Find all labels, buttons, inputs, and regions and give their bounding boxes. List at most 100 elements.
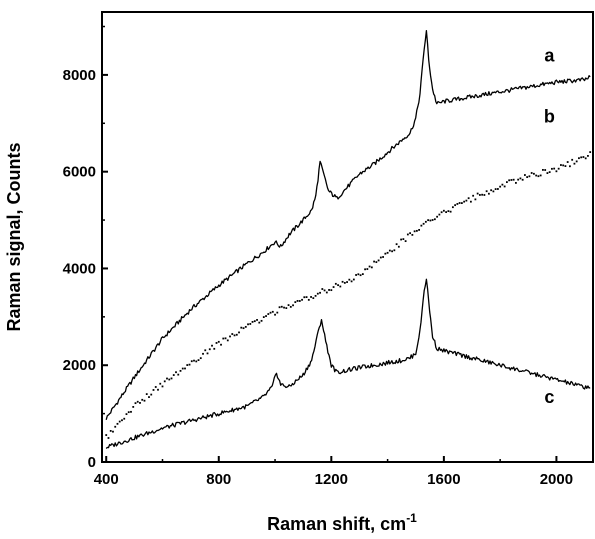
series-b-point [197, 359, 200, 362]
series-b-point [348, 278, 351, 281]
series-label-c: c [544, 387, 554, 407]
series-b-point [564, 165, 567, 167]
series-b-point [274, 313, 276, 316]
series-b-point [451, 206, 454, 209]
series-b-point [238, 331, 240, 334]
series-b-point [251, 320, 254, 323]
series-b-point [127, 411, 130, 414]
series-b-point [343, 281, 346, 284]
series-b-point [166, 377, 168, 380]
series-b-point [222, 337, 225, 340]
x-tick-label: 1200 [315, 471, 348, 488]
series-b-point [496, 188, 499, 190]
series-b-point [224, 337, 227, 340]
series-b-point [359, 274, 362, 277]
series-b-point [321, 288, 324, 290]
y-axis-title: Raman signal, Counts [4, 142, 24, 331]
series-b-point [456, 203, 459, 205]
series-b-point [143, 399, 146, 402]
series-b-point [424, 220, 427, 223]
series-b-point [195, 360, 198, 363]
series-b-point [490, 189, 493, 192]
y-tick-label: 8000 [63, 67, 96, 84]
series-b-point [377, 259, 380, 262]
series-b-point [316, 292, 319, 295]
series-b-point [105, 434, 108, 436]
series-b-point [141, 398, 144, 401]
series-b-point [388, 249, 391, 252]
series-b-point [296, 300, 299, 302]
series-b-point [505, 181, 508, 184]
series-b-point [447, 210, 450, 213]
series-b-point [397, 245, 400, 248]
series-b-point [170, 377, 173, 380]
series-b-point [168, 378, 171, 381]
series-b-point [548, 171, 551, 174]
series-b-point [551, 167, 553, 170]
series-b-point [404, 240, 407, 243]
series-b-point [357, 273, 360, 276]
series-b-point [539, 174, 542, 177]
series-b-point [132, 406, 135, 408]
series-b-point [515, 182, 517, 184]
series-b-point [319, 291, 321, 294]
series-b-point [258, 321, 261, 324]
x-tick-label: 400 [94, 471, 119, 488]
series-b-point [280, 305, 283, 308]
series-b-point [431, 219, 434, 221]
series-b-point [253, 320, 256, 323]
series-b-point [125, 413, 128, 416]
series-b-point [379, 256, 382, 259]
y-tick-label: 2000 [63, 357, 96, 374]
series-b-point [181, 367, 184, 370]
series-label-a: a [544, 45, 555, 65]
x-axis-title-superscript: -1 [406, 511, 417, 525]
series-b-point [247, 323, 249, 326]
series-b-point [256, 319, 258, 321]
series-b-point [265, 315, 267, 317]
series-b-point [528, 175, 531, 178]
series-b-point [139, 402, 141, 404]
series-b-point [433, 218, 436, 221]
series-b-point [276, 311, 279, 314]
series-b-point [242, 327, 245, 330]
x-axis-title: Raman shift, cm-1 [267, 511, 417, 534]
series-b-point [186, 364, 189, 366]
series-b-point [213, 347, 216, 350]
series-b-point [229, 335, 231, 338]
series-b-point [130, 410, 132, 413]
series-b-point [159, 382, 162, 385]
series-b-point [460, 202, 463, 204]
series-b-point [573, 162, 576, 165]
series-b-point [544, 169, 547, 171]
series-b-point [334, 282, 337, 285]
series-b-point [478, 194, 481, 196]
series-b-point [145, 393, 148, 395]
series-b-point [211, 344, 213, 347]
series-b-point [112, 430, 114, 433]
series-b-point [330, 289, 333, 292]
series-b-point [298, 300, 301, 302]
y-axis-ticks: 0 2000 4000 6000 8000 [63, 25, 108, 471]
series-b-point [177, 373, 180, 376]
series-b-point [208, 348, 211, 351]
series-b-point [118, 420, 121, 423]
series-b-point [271, 310, 274, 313]
series-b-point [175, 371, 177, 374]
series-b-point [312, 297, 315, 300]
series-b-point [526, 176, 529, 178]
series-b-point [413, 230, 416, 233]
x-axis-title-text: Raman shift, cm [267, 514, 406, 534]
series-b-point [384, 252, 387, 255]
series-b-point [438, 213, 441, 216]
series-b-point [278, 306, 281, 309]
series-b-point [555, 170, 558, 173]
series-b-point [179, 369, 182, 372]
series-label-b: b [544, 106, 555, 126]
series-b-point [226, 339, 229, 342]
series-b-point [524, 174, 526, 176]
series-b-point [571, 158, 574, 161]
series-label-layer: a b c [544, 45, 555, 407]
series-b-point [560, 164, 562, 166]
series-b-point [391, 250, 393, 253]
